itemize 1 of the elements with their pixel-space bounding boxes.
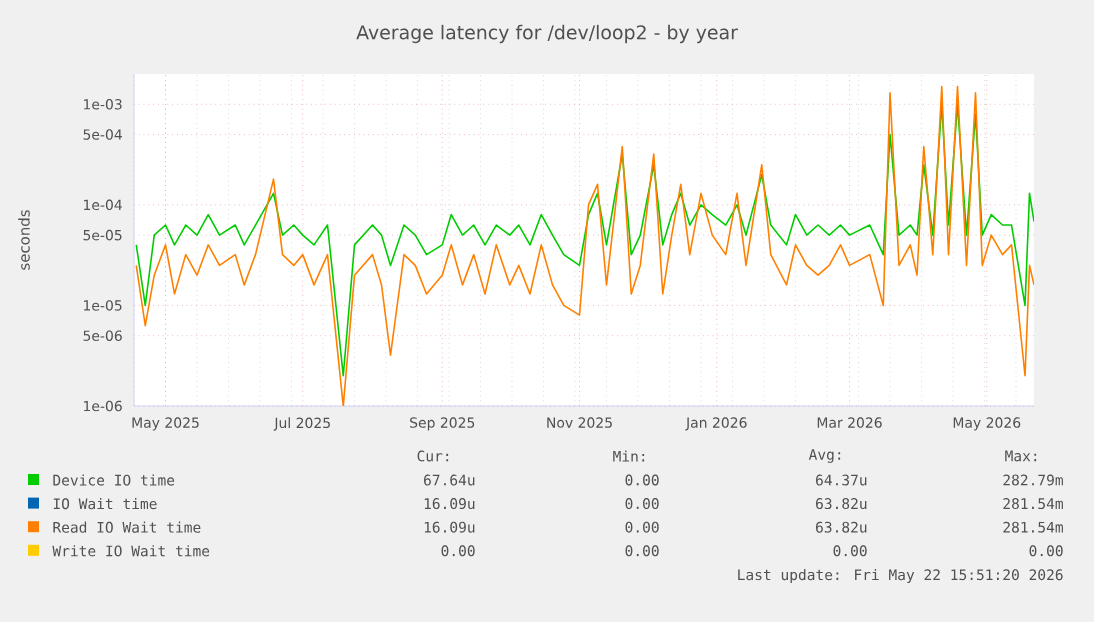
chart-title: Average latency for /dev/loop2 - by year (356, 24, 738, 44)
